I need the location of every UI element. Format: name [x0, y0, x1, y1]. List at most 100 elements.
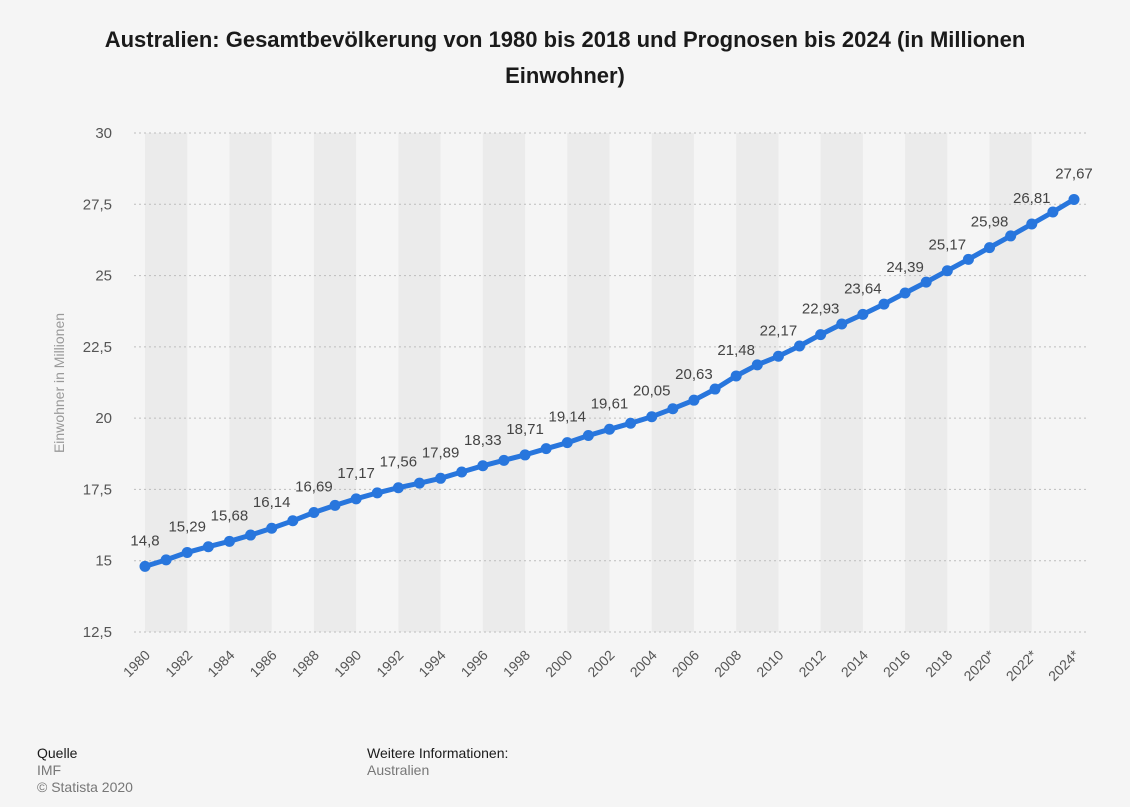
x-tick-label: 1994	[415, 647, 448, 680]
data-point[interactable]	[899, 287, 911, 299]
data-point[interactable]	[223, 535, 235, 547]
data-point[interactable]	[561, 437, 573, 449]
background-band	[567, 133, 610, 632]
data-point[interactable]	[160, 554, 172, 566]
x-tick-label: 1982	[162, 647, 195, 680]
data-point[interactable]	[794, 340, 806, 352]
source-block: Quelle IMF © Statista 2020	[37, 745, 133, 796]
source-name[interactable]: IMF	[37, 762, 62, 778]
y-axis-label: Einwohner in Millionen	[51, 313, 67, 453]
data-point[interactable]	[941, 265, 953, 277]
data-point[interactable]	[667, 403, 679, 415]
data-point[interactable]	[984, 242, 996, 254]
data-point[interactable]	[815, 329, 827, 341]
x-tick-label: 2014	[838, 647, 871, 680]
data-point[interactable]	[435, 472, 447, 484]
x-tick-label: 2002	[584, 647, 617, 680]
data-label: 17,56	[380, 454, 418, 471]
x-tick-label: 2018	[922, 647, 955, 680]
info-heading: Weitere Informationen:	[367, 745, 509, 761]
x-tick-label: 2024*	[1045, 646, 1083, 684]
y-tick-label: 22,5	[83, 339, 112, 356]
x-tick-label: 1984	[204, 647, 237, 680]
data-point[interactable]	[836, 318, 848, 330]
data-point[interactable]	[456, 466, 468, 478]
data-label: 18,33	[464, 432, 502, 449]
background-band	[145, 133, 188, 632]
data-point[interactable]	[392, 482, 404, 494]
data-label: 20,05	[633, 383, 671, 400]
data-point[interactable]	[350, 493, 362, 505]
x-tick-label: 2016	[880, 647, 913, 680]
data-point[interactable]	[920, 276, 932, 288]
data-point[interactable]	[688, 394, 700, 406]
data-point[interactable]	[582, 430, 594, 442]
data-point[interactable]	[266, 522, 278, 534]
data-label: 16,14	[253, 494, 291, 511]
data-point[interactable]	[519, 449, 531, 461]
data-point[interactable]	[329, 499, 341, 511]
data-point[interactable]	[540, 443, 552, 455]
data-label: 25,17	[929, 237, 967, 254]
background-band	[989, 133, 1032, 632]
data-point[interactable]	[604, 423, 615, 435]
data-point[interactable]	[371, 487, 383, 499]
data-point[interactable]	[1005, 230, 1017, 242]
x-tick-label: 1980	[120, 647, 153, 680]
data-point[interactable]	[139, 560, 151, 572]
data-point[interactable]	[878, 298, 890, 310]
data-point[interactable]	[1068, 193, 1080, 205]
data-point[interactable]	[646, 411, 658, 423]
data-point[interactable]	[751, 359, 763, 371]
y-tick-label: 27,5	[83, 196, 112, 213]
chart-title: Australien: Gesamtbevölkerung von 1980 b…	[104, 27, 1026, 88]
x-tick-label: 2004	[627, 647, 660, 680]
source-heading: Quelle	[37, 745, 78, 761]
copyright: © Statista 2020	[37, 779, 133, 795]
x-tick-label: 1990	[331, 647, 364, 680]
y-tick-label: 12,5	[83, 624, 112, 641]
data-point[interactable]	[1047, 206, 1059, 218]
info-block: Weitere Informationen: Australien	[367, 745, 508, 779]
data-point[interactable]	[857, 308, 869, 320]
data-point[interactable]	[413, 477, 425, 489]
data-point[interactable]	[287, 515, 299, 527]
data-point[interactable]	[1026, 218, 1038, 230]
data-point[interactable]	[962, 253, 974, 265]
x-tick-label: 2006	[669, 647, 702, 680]
y-tick-label: 17,5	[83, 481, 112, 498]
x-tick-label: 1992	[373, 647, 406, 680]
x-tick-label: 2022*	[1003, 646, 1041, 684]
data-label: 15,68	[211, 507, 249, 524]
data-point[interactable]	[772, 350, 784, 362]
background-band	[398, 133, 441, 632]
data-point[interactable]	[308, 507, 320, 519]
data-label: 15,29	[168, 518, 206, 535]
background-band	[313, 133, 357, 632]
x-tick-label: 1988	[289, 647, 322, 680]
data-label: 24,39	[886, 259, 924, 276]
data-points	[139, 193, 1080, 572]
data-label: 25,98	[971, 214, 1009, 231]
info-value[interactable]: Australien	[367, 762, 430, 778]
data-point[interactable]	[709, 383, 721, 395]
background-band	[736, 133, 779, 632]
x-tick-label: 2010	[753, 647, 786, 680]
data-point[interactable]	[181, 546, 193, 558]
data-label: 19,14	[548, 409, 586, 426]
y-axis-ticks: 12,5 15 17,5 20 22,5 25 27,5 30	[83, 125, 112, 641]
background-bands	[145, 133, 1032, 632]
x-tick-label: 1998	[500, 647, 533, 680]
data-point[interactable]	[498, 454, 510, 466]
x-tick-label: 2012	[795, 647, 828, 680]
data-label: 17,89	[422, 444, 460, 461]
data-point[interactable]	[730, 370, 742, 382]
x-tick-label: 2020*	[960, 646, 998, 684]
x-tick-label: 1986	[246, 647, 279, 680]
data-point[interactable]	[477, 460, 489, 472]
data-point[interactable]	[245, 529, 257, 541]
data-label: 18,71	[506, 421, 544, 438]
y-tick-label: 20	[95, 410, 112, 427]
data-point[interactable]	[202, 541, 214, 553]
data-point[interactable]	[625, 417, 637, 429]
